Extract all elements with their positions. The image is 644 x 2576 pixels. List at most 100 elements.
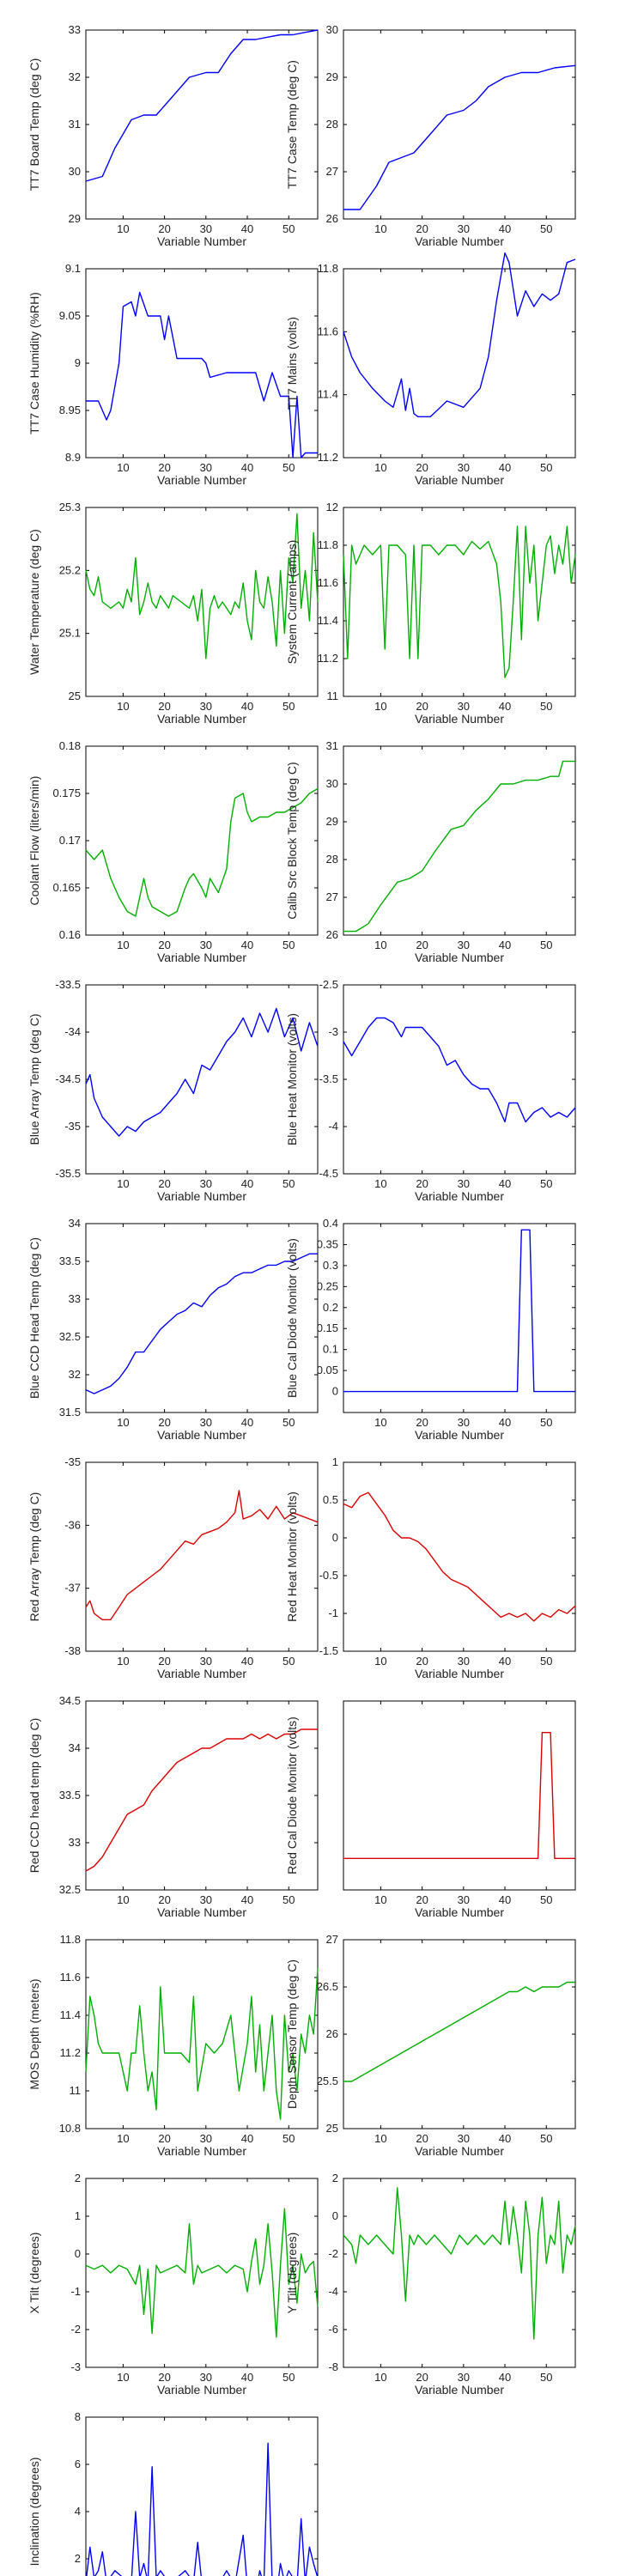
chart-blue-array-temp: 10 20 30 40 50 -35.5 -35 -34.5 -34 -33.5 Variable … bbox=[27, 978, 319, 1203]
x-tick-label: 50 bbox=[540, 1655, 552, 1668]
x-tick-label: 10 bbox=[374, 1893, 386, 1906]
y-tick-label: 28 bbox=[326, 118, 338, 131]
y-tick-label: 0.4 bbox=[323, 1217, 338, 1230]
y-tick-label: 25.3 bbox=[59, 501, 81, 513]
x-tick-label: 10 bbox=[117, 2132, 129, 2145]
y-tick-label: 25.5 bbox=[317, 2075, 338, 2087]
plot-frame bbox=[343, 1700, 576, 1891]
y-axis-label: TT7 Case Humidity (%RH) bbox=[27, 292, 41, 434]
series-line bbox=[343, 2187, 576, 2340]
x-axis-label: Variable Number bbox=[415, 951, 504, 964]
chart-coolant-flow: 10 20 30 40 50 0.16 0.165 0.17 0.175 0.18 Variable… bbox=[27, 739, 319, 964]
x-tick-label: 40 bbox=[241, 2132, 253, 2145]
x-tick-label: 30 bbox=[458, 2132, 470, 2145]
x-axis-label: Variable Number bbox=[415, 2383, 504, 2397]
y-axis-label: Y Tilt (degrees) bbox=[285, 2233, 299, 2314]
y-tick-label: 2 bbox=[75, 2172, 81, 2184]
x-tick-label: 20 bbox=[416, 700, 428, 713]
y-tick-label: 11.8 bbox=[60, 1933, 81, 1946]
x-tick-label: 20 bbox=[158, 700, 170, 713]
x-tick-label: 20 bbox=[416, 1893, 428, 1906]
y-tick-label: -2.5 bbox=[319, 978, 338, 991]
y-tick-label: 26.5 bbox=[317, 1980, 338, 1993]
x-tick-label: 40 bbox=[499, 939, 511, 951]
y-tick-label: 10.8 bbox=[59, 2122, 81, 2135]
x-tick-label: 50 bbox=[540, 1893, 552, 1906]
y-tick-label: 29 bbox=[326, 70, 338, 83]
series-line bbox=[85, 29, 319, 182]
y-tick-label: -3.5 bbox=[319, 1072, 338, 1085]
x-tick-label: 50 bbox=[540, 939, 552, 951]
x-tick-label: 10 bbox=[117, 1655, 129, 1668]
series-line bbox=[343, 760, 575, 933]
x-tick-label: 30 bbox=[200, 1655, 212, 1668]
x-axis-label: Variable Number bbox=[157, 712, 246, 726]
y-tick-label: 33.5 bbox=[59, 1255, 81, 1267]
plot-frame bbox=[343, 1223, 576, 1413]
y-tick-label: 6 bbox=[75, 2458, 81, 2470]
x-tick-label: 10 bbox=[117, 1893, 129, 1906]
x-tick-label: 50 bbox=[540, 2132, 552, 2145]
x-tick-label: 20 bbox=[416, 461, 428, 474]
plot-frame bbox=[343, 1939, 576, 2129]
x-axis-label: Variable Number bbox=[157, 1428, 246, 1442]
chart-blue-cal-diode-monitor: 10 20 30 40 50 0 0.05 0.1 0.15 0.2 0.25 0.3 0.35 0.4 V… bbox=[285, 1217, 576, 1442]
x-tick-label: 10 bbox=[117, 700, 129, 713]
y-tick-label: 30 bbox=[69, 165, 81, 178]
y-tick-label: 0.25 bbox=[317, 1279, 338, 1292]
y-tick-label: 34.5 bbox=[59, 1694, 81, 1707]
plot-frame bbox=[85, 984, 319, 1175]
x-tick-label: 10 bbox=[374, 700, 386, 713]
y-tick-label: 0 bbox=[332, 2209, 338, 2222]
chart-calib-src-block-temp: 10 20 30 40 50 26 27 28 29 30 31 Variable Number Cal… bbox=[285, 739, 576, 964]
chart-depth-sensor-temp: 10 20 30 40 50 25 25.5 26 26.5 27 Variable Number D… bbox=[285, 1933, 576, 2158]
x-tick-label: 20 bbox=[158, 1655, 170, 1668]
x-tick-label: 30 bbox=[458, 1177, 470, 1190]
x-axis-label: Variable Number bbox=[415, 1189, 504, 1203]
y-axis-label: X Tilt (degrees) bbox=[27, 2233, 41, 2314]
series-line bbox=[85, 2208, 319, 2338]
y-tick-label: -8 bbox=[328, 2360, 338, 2373]
y-tick-label: 11.6 bbox=[318, 576, 338, 589]
x-tick-label: 50 bbox=[283, 1177, 295, 1190]
y-tick-label: 11.4 bbox=[60, 2008, 81, 2021]
x-tick-label: 10 bbox=[117, 461, 129, 474]
x-tick-label: 10 bbox=[374, 1655, 386, 1668]
x-tick-label: 40 bbox=[499, 222, 511, 235]
y-tick-label: 9.05 bbox=[59, 309, 81, 322]
y-tick-label: 0.165 bbox=[52, 881, 81, 894]
x-tick-label: 40 bbox=[499, 2132, 511, 2145]
x-tick-label: 40 bbox=[499, 700, 511, 713]
y-tick-label: 0.3 bbox=[323, 1259, 338, 1272]
y-tick-label: 28 bbox=[326, 853, 338, 866]
x-tick-label: 40 bbox=[499, 1416, 511, 1429]
x-tick-label: 30 bbox=[458, 1416, 470, 1429]
x-tick-label: 10 bbox=[117, 939, 129, 951]
y-tick-label: -1.5 bbox=[319, 1644, 338, 1657]
series-line bbox=[85, 1967, 319, 2120]
y-tick-label: 32.5 bbox=[59, 1330, 81, 1343]
y-tick-label: 30 bbox=[326, 777, 338, 790]
y-axis-label: Depth Sensor Temp (deg C) bbox=[285, 1959, 299, 2109]
x-tick-label: 40 bbox=[499, 1655, 511, 1668]
x-tick-label: 20 bbox=[416, 939, 428, 951]
chart-red-ccd-head-temp: 10 20 30 40 50 32.5 33 33.5 34 34.5 Variable Numbe… bbox=[27, 1694, 319, 1919]
x-tick-label: 30 bbox=[458, 1893, 470, 1906]
x-axis-label: Variable Number bbox=[415, 473, 504, 487]
y-tick-label: 33.5 bbox=[59, 1789, 81, 1801]
x-tick-label: 10 bbox=[374, 2132, 386, 2145]
x-axis-label: Variable Number bbox=[415, 2144, 504, 2158]
x-axis-label: Variable Number bbox=[157, 2383, 246, 2397]
x-tick-label: 10 bbox=[374, 1416, 386, 1429]
y-tick-label: 8.9 bbox=[65, 451, 81, 464]
y-tick-label: 0.175 bbox=[52, 787, 81, 799]
y-tick-label: 1 bbox=[332, 1455, 338, 1468]
x-tick-label: 50 bbox=[540, 461, 552, 474]
chart-tt7-case-humidity: 10 20 30 40 50 8.9 8.95 9 9.05 9.1 Variable Number… bbox=[27, 262, 319, 487]
x-tick-label: 30 bbox=[200, 939, 212, 951]
x-tick-label: 30 bbox=[458, 1655, 470, 1668]
x-tick-label: 30 bbox=[200, 2371, 212, 2384]
y-tick-label: 26 bbox=[326, 212, 338, 225]
x-tick-label: 20 bbox=[416, 222, 428, 235]
